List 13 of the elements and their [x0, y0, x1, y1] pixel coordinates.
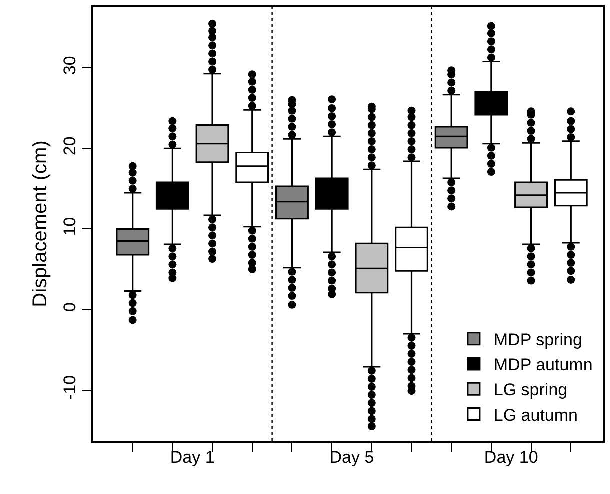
legend-label: MDP autumn	[494, 356, 593, 375]
y-tick-label: 20	[60, 136, 80, 156]
y-axis-title: Displacement (cm)	[29, 140, 52, 308]
legend-label: LG spring	[494, 380, 568, 400]
x-tick-label: Day 5	[330, 448, 374, 468]
x-tick-label: Day 1	[170, 448, 215, 468]
y-tick-label: 30	[60, 56, 80, 76]
y-tick-label: 0	[60, 302, 80, 312]
y-tick-label: 10	[60, 217, 80, 236]
legend-label: MDP spring	[494, 330, 582, 350]
legend-label: LG autumn	[494, 406, 578, 425]
y-tick-label: -10	[60, 375, 80, 400]
x-tick-label: Day 10	[484, 448, 538, 468]
